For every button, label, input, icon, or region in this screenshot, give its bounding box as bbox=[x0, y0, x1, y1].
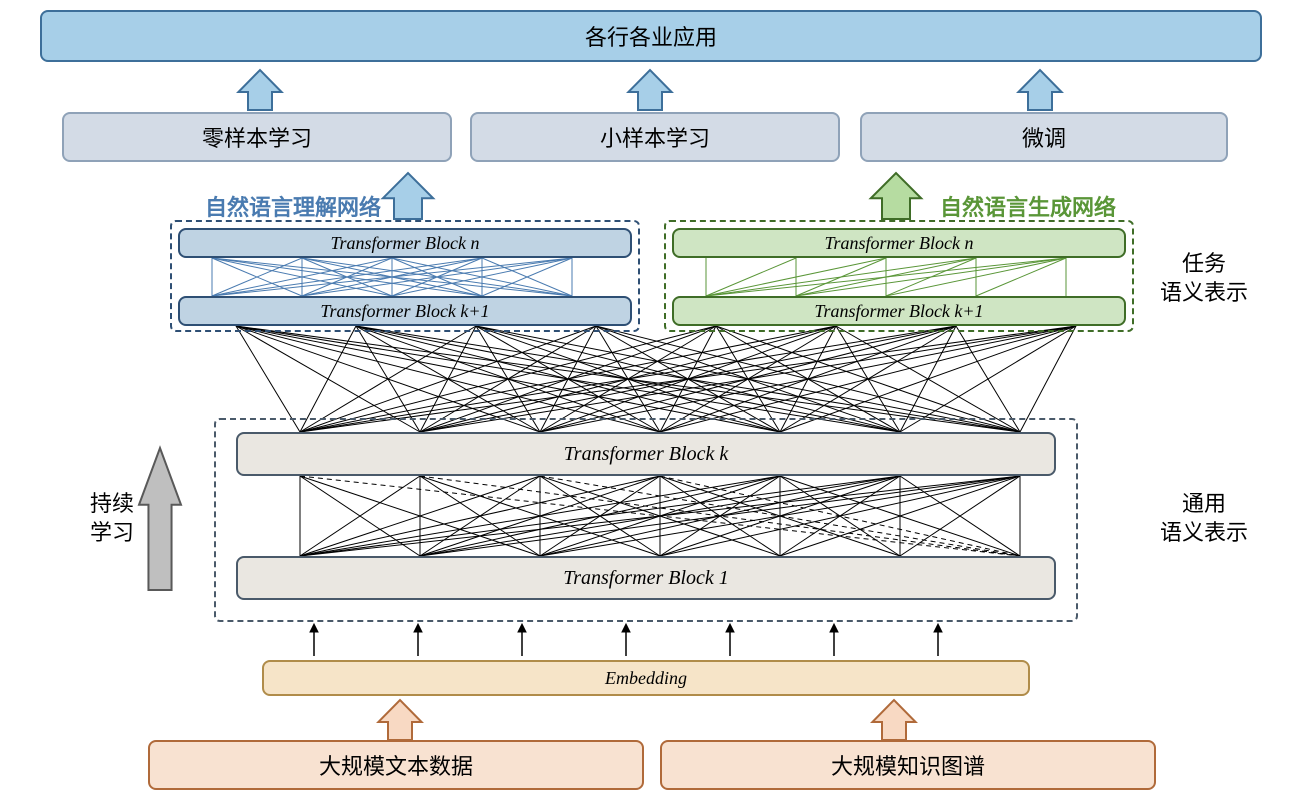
box-embed: Embedding bbox=[262, 660, 1030, 696]
box-label-nlg_k1: Transformer Block k+1 bbox=[814, 301, 983, 322]
box-label-mid2: 小样本学习 bbox=[600, 121, 710, 153]
side-label-task-l2: 语义表示 bbox=[1160, 279, 1248, 308]
net-label-nlgNet: 自然语言生成网络 bbox=[940, 190, 1116, 222]
box-nlg_n: Transformer Block n bbox=[672, 228, 1126, 258]
box-label-in1: 大规模文本数据 bbox=[319, 749, 473, 781]
side-label-generic-l2: 语义表示 bbox=[1160, 519, 1248, 548]
side-label-task: 任务语义表示 bbox=[1160, 250, 1248, 307]
box-shared_k: Transformer Block k bbox=[236, 432, 1056, 476]
box-label-shared_1: Transformer Block 1 bbox=[563, 567, 729, 590]
side-label-continual-l1: 持续 bbox=[90, 490, 134, 519]
box-label-shared_k: Transformer Block k bbox=[564, 443, 728, 466]
box-label-nlu_k1: Transformer Block k+1 bbox=[320, 301, 489, 322]
side-label-continual: 持续学习 bbox=[90, 490, 134, 547]
net-label-nluNet: 自然语言理解网络 bbox=[205, 190, 381, 222]
box-in1: 大规模文本数据 bbox=[148, 740, 644, 790]
box-shared_1: Transformer Block 1 bbox=[236, 556, 1056, 600]
box-nlu_k1: Transformer Block k+1 bbox=[178, 296, 632, 326]
box-in2: 大规模知识图谱 bbox=[660, 740, 1156, 790]
side-label-generic-l1: 通用 bbox=[1160, 490, 1248, 519]
box-mid1: 零样本学习 bbox=[62, 112, 452, 162]
box-nlg_k1: Transformer Block k+1 bbox=[672, 296, 1126, 326]
box-label-nlg_n: Transformer Block n bbox=[824, 233, 973, 254]
box-top: 各行各业应用 bbox=[40, 10, 1262, 62]
side-label-task-l1: 任务 bbox=[1160, 250, 1248, 279]
box-label-top: 各行各业应用 bbox=[585, 20, 717, 52]
box-label-nlu_n: Transformer Block n bbox=[330, 233, 479, 254]
box-label-mid1: 零样本学习 bbox=[202, 121, 312, 153]
net-label-nluNet-text: 自然语言理解网络 bbox=[205, 195, 381, 220]
side-label-continual-l2: 学习 bbox=[90, 519, 134, 548]
box-label-mid3: 微调 bbox=[1022, 121, 1066, 153]
side-label-generic: 通用语义表示 bbox=[1160, 490, 1248, 547]
box-label-embed: Embedding bbox=[605, 668, 687, 689]
net-label-nlgNet-text: 自然语言生成网络 bbox=[940, 195, 1116, 220]
box-nlu_n: Transformer Block n bbox=[178, 228, 632, 258]
box-mid3: 微调 bbox=[860, 112, 1228, 162]
box-label-in2: 大规模知识图谱 bbox=[831, 749, 985, 781]
box-mid2: 小样本学习 bbox=[470, 112, 840, 162]
